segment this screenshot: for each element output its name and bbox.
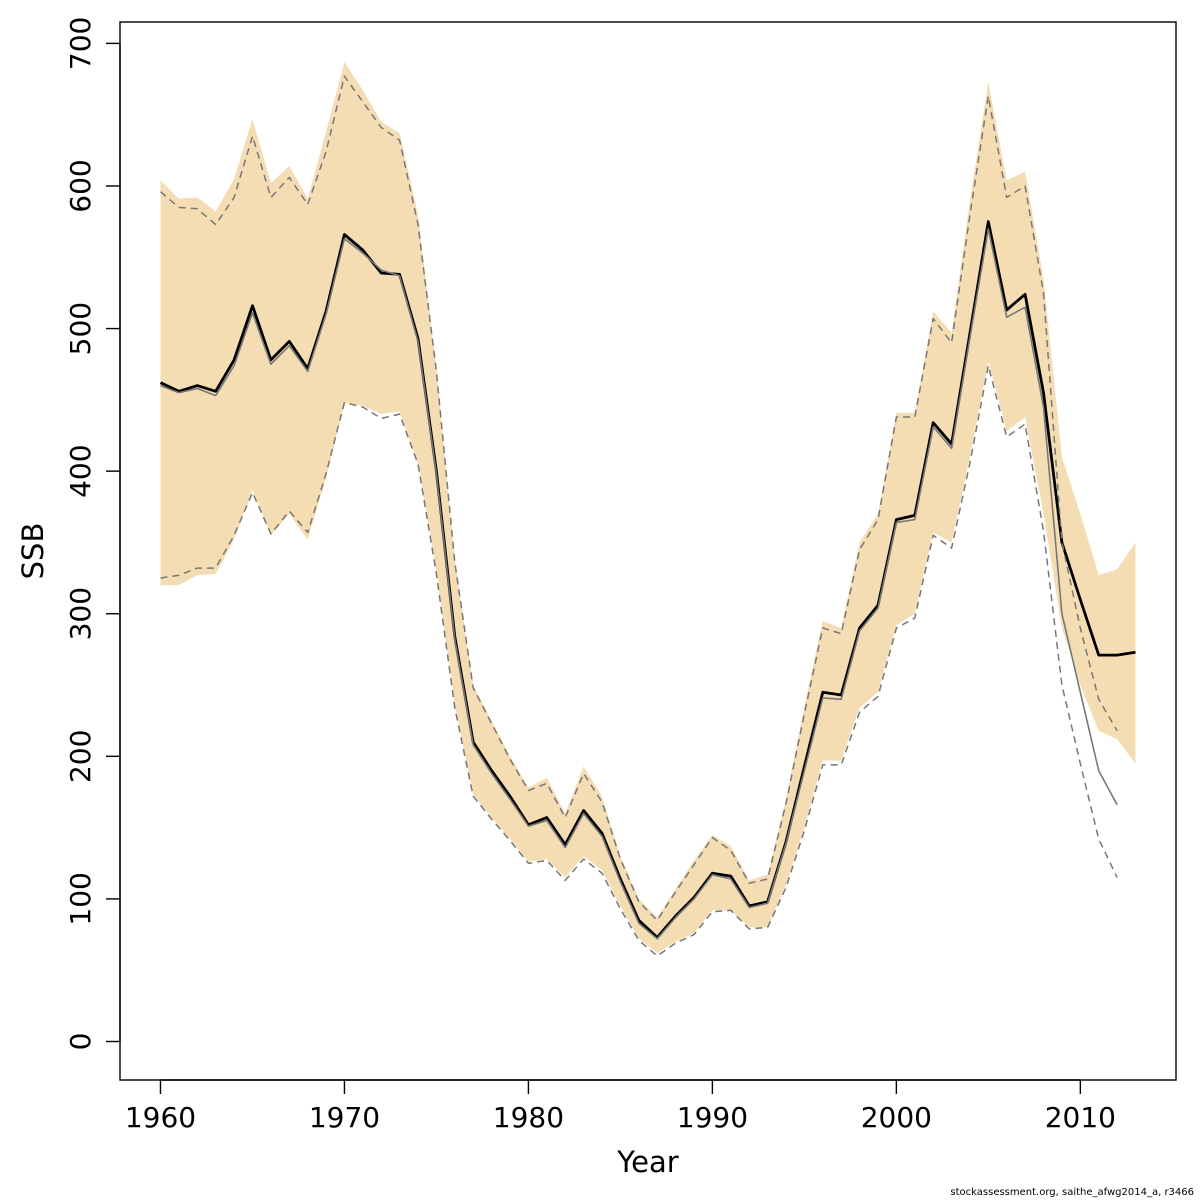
y-axis-title: SSB: [16, 523, 50, 580]
ssb-previous-lower-bound: [160, 364, 1118, 957]
series-lines: [159, 75, 1136, 957]
y-tick-label: 400: [64, 444, 97, 497]
y-tick-label: 100: [64, 872, 97, 925]
x-tick-label: 1980: [493, 1101, 564, 1134]
x-tick-label: 1990: [677, 1101, 748, 1134]
confidence-band: [160, 61, 1136, 954]
x-tick-label: 1960: [125, 1101, 196, 1134]
y-tick-label: 700: [64, 17, 97, 70]
y-tick-label: 500: [64, 302, 97, 355]
ssb-previous-line: [160, 228, 1118, 940]
y-tick-label: 200: [64, 730, 97, 783]
x-tick-label: 1970: [309, 1101, 380, 1134]
y-tick-label: 300: [64, 587, 97, 640]
confidence-band-area: [160, 61, 1136, 954]
source-caption: stockassessment.org, saithe_afwg2014_a, …: [950, 1187, 1194, 1198]
x-tick-label: 2000: [861, 1101, 932, 1134]
axes: 1960 1970 1980 1990 2000 2010 0 100 200 300 400 500…: [64, 17, 1116, 1134]
x-axis-title: Year: [616, 1145, 678, 1179]
ssb-previous-upper-bound: [160, 75, 1118, 922]
y-tick-label: 600: [64, 159, 97, 212]
x-tick-label: 2010: [1045, 1101, 1116, 1134]
y-tick-label: 0: [64, 1033, 97, 1051]
